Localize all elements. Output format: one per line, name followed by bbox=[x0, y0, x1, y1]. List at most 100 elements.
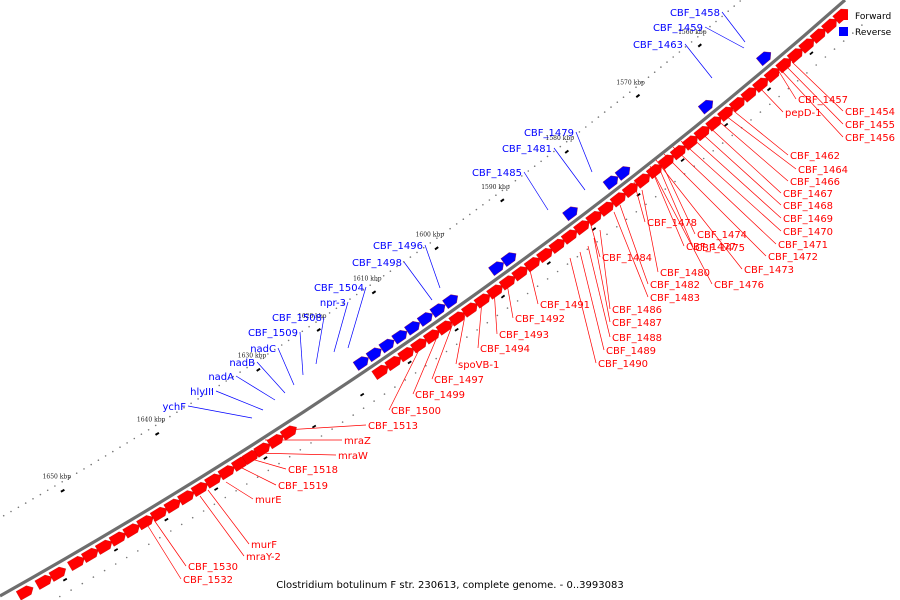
track-dot bbox=[355, 293, 358, 296]
inner-dot bbox=[842, 40, 845, 42]
kbp-tick bbox=[434, 246, 439, 251]
forward-gene-label-leader bbox=[455, 309, 467, 365]
inner-dot bbox=[455, 343, 458, 346]
track-dot bbox=[183, 406, 185, 409]
track-dot bbox=[294, 335, 297, 337]
forward-gene-label-leader bbox=[649, 165, 713, 285]
track-dot bbox=[54, 485, 56, 487]
track-dot bbox=[197, 398, 199, 400]
inner-dot bbox=[466, 336, 468, 338]
track-dot bbox=[169, 415, 171, 418]
track-dot bbox=[422, 246, 425, 249]
forward-gene-label: CBF_1492 bbox=[515, 314, 565, 325]
track-dot bbox=[322, 316, 324, 319]
inner-mark bbox=[454, 327, 459, 332]
kbp-tick-label: 1650 kbp bbox=[43, 474, 72, 481]
forward-gene-label: CBF_1499 bbox=[415, 390, 465, 401]
track-dot bbox=[147, 429, 150, 431]
legend-reverse-swatch bbox=[839, 27, 848, 36]
inner-dot bbox=[267, 469, 270, 472]
inner-dot bbox=[404, 379, 407, 381]
forward-gene-label: CBF_1482 bbox=[650, 280, 700, 291]
inner-dot bbox=[310, 442, 312, 444]
forward-gene-label: CBF_1456 bbox=[845, 133, 895, 144]
kbp-tick bbox=[564, 149, 570, 154]
inner-dot bbox=[546, 278, 549, 280]
inner-dot bbox=[586, 248, 589, 251]
forward-gene-label-leader bbox=[777, 69, 797, 100]
forward-gene-label-leader bbox=[599, 229, 611, 310]
track-dot bbox=[409, 256, 412, 258]
reverse-gene bbox=[602, 175, 619, 191]
track-dot bbox=[396, 265, 398, 268]
track-dot bbox=[382, 275, 385, 277]
inner-dot bbox=[769, 103, 771, 106]
forward-gene-label-leader bbox=[505, 277, 514, 319]
inner-mark bbox=[809, 51, 814, 56]
inner-dot bbox=[476, 329, 478, 331]
track-dot bbox=[508, 184, 510, 187]
reverse-gene-label-leader bbox=[704, 26, 745, 49]
forward-gene bbox=[48, 566, 66, 582]
reverse-gene-label-leader bbox=[347, 286, 367, 349]
forward-gene bbox=[177, 490, 195, 506]
reverse-gene-label-leader bbox=[523, 171, 549, 211]
forward-gene bbox=[422, 329, 440, 345]
inner-dot bbox=[320, 435, 323, 437]
inner-dot bbox=[674, 180, 676, 183]
track-dot bbox=[653, 71, 656, 73]
inner-dot bbox=[750, 119, 752, 121]
forward-gene-label-leader bbox=[493, 288, 498, 335]
track-dot bbox=[154, 424, 157, 427]
forward-gene-label: CBF_1500 bbox=[391, 406, 441, 417]
track-dot bbox=[495, 194, 497, 196]
inner-dot bbox=[861, 24, 863, 26]
forward-gene bbox=[15, 585, 34, 600]
forward-gene bbox=[34, 574, 52, 590]
inner-dot bbox=[625, 218, 628, 221]
kbp-tick-label: 1640 kbp bbox=[137, 417, 166, 424]
track-dot bbox=[442, 232, 445, 235]
inner-dot bbox=[425, 365, 427, 367]
forward-gene-label: CBF_1471 bbox=[778, 240, 828, 251]
inner-dot bbox=[824, 56, 827, 58]
forward-gene-label: CBF_1474 bbox=[697, 230, 747, 241]
inner-dot bbox=[383, 393, 386, 395]
reverse-gene-label: CBF_1509 bbox=[248, 328, 298, 339]
inner-dot bbox=[213, 503, 216, 506]
kbp-tick bbox=[154, 431, 160, 436]
track-dot bbox=[39, 493, 42, 496]
inner-dot bbox=[148, 543, 150, 546]
inner-dot bbox=[103, 569, 106, 572]
track-dot bbox=[274, 348, 276, 351]
track-dot bbox=[46, 489, 49, 492]
legend-forward-swatch bbox=[839, 11, 848, 20]
forward-gene bbox=[669, 145, 686, 161]
forward-gene-label-leader bbox=[579, 251, 605, 351]
reverse-gene-label: CBF_1481 bbox=[502, 144, 552, 155]
track-dot bbox=[672, 56, 674, 58]
forward-gene-label: CBF_1477 bbox=[686, 242, 736, 253]
forward-gene-label-leader bbox=[697, 129, 782, 206]
forward-gene bbox=[717, 106, 734, 122]
track-dot bbox=[218, 384, 220, 387]
reverse-gene-label: npr-3 bbox=[320, 298, 346, 309]
forward-gene-label: CBF_1513 bbox=[368, 421, 418, 432]
inner-dot bbox=[299, 449, 302, 451]
inner-dot bbox=[787, 87, 790, 90]
track-dot bbox=[246, 366, 248, 369]
track-dot bbox=[204, 393, 206, 396]
track-dot bbox=[119, 446, 121, 449]
forward-gene bbox=[511, 266, 528, 282]
track-dot bbox=[540, 160, 542, 163]
track-dot bbox=[721, 15, 723, 18]
track-dot bbox=[715, 20, 717, 23]
track-dot bbox=[308, 325, 310, 328]
inner-dot bbox=[486, 321, 489, 324]
inner-dot bbox=[373, 400, 375, 402]
forward-gene-label: CBF_1468 bbox=[783, 201, 833, 212]
inner-dot bbox=[170, 530, 172, 532]
reverse-gene bbox=[488, 261, 504, 277]
reverse-gene-label-leader bbox=[277, 347, 295, 386]
reverse-gene-label-leader bbox=[315, 316, 325, 365]
